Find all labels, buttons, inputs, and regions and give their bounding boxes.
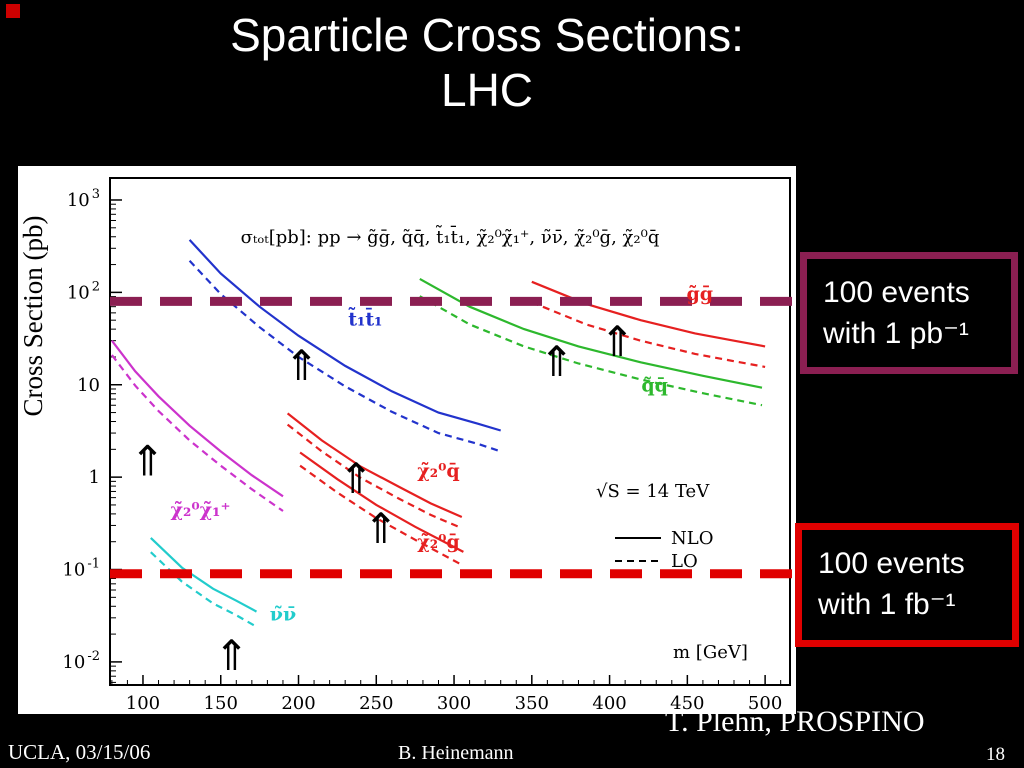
svg-text:250: 250 xyxy=(359,693,393,714)
svg-text:10-1: 10 -1 xyxy=(62,557,100,581)
footer-venue-date: UCLA, 03/15/06 xyxy=(8,740,151,764)
curve xyxy=(150,537,258,613)
svg-text:100: 100 xyxy=(126,693,160,714)
svg-text:500: 500 xyxy=(748,693,782,714)
curve-label: q̃q̄ xyxy=(641,375,668,397)
slide-title: Sparticle Cross Sections: LHC xyxy=(0,8,974,118)
svg-text:102: 10 2 xyxy=(67,279,100,303)
red-corner-accent xyxy=(6,4,20,18)
curve-label: t̃₁t̄₁ xyxy=(348,307,383,330)
plot-frame xyxy=(109,177,791,686)
curve-label: χ̃₂⁰χ̃₁⁺ xyxy=(171,499,231,521)
up-arrow-icon: ⇑ xyxy=(130,436,165,485)
svg-text:10: 10 xyxy=(77,375,100,396)
curve xyxy=(111,354,284,512)
curve xyxy=(531,301,766,368)
callout-fb-line1: 100 events xyxy=(818,547,965,580)
svg-text:150: 150 xyxy=(204,693,238,714)
up-arrow-icon: ⇑ xyxy=(284,341,319,390)
curve xyxy=(188,259,502,453)
svg-text:300: 300 xyxy=(437,693,471,714)
curve xyxy=(188,239,502,432)
up-arrow-icon: ⇑ xyxy=(539,337,574,386)
callout-pb-line1: 100 events xyxy=(823,276,970,309)
curve xyxy=(286,412,463,519)
svg-text:400: 400 xyxy=(592,693,626,714)
cross-section-chart: Cross Section (pb) 100 150 200 250 300 350 400 4… xyxy=(18,177,800,714)
up-arrow-icon: ⇑ xyxy=(600,317,635,366)
legend-label: LO xyxy=(671,551,698,572)
chart-panel: Cross Section (pb) 100 150 200 250 300 350 400 4… xyxy=(18,166,800,714)
up-arrow-icon: ⇑ xyxy=(363,504,398,553)
slide-title-line1: Sparticle Cross Sections: xyxy=(230,9,744,61)
y-axis-label: Cross Section (pb) xyxy=(18,216,48,417)
slide-title-line2: LHC xyxy=(440,64,534,117)
callout-fb-line2: with 1 fb⁻¹ xyxy=(818,587,956,621)
callout-100-events-1fb: 100 events with 1 fb⁻¹ xyxy=(795,523,1019,647)
curve xyxy=(150,551,258,628)
curve xyxy=(286,423,463,530)
curve-label: ν̃ν̄ xyxy=(270,604,296,626)
curve-label: χ̃₂⁰q̄ xyxy=(417,460,459,482)
svg-text:450: 450 xyxy=(670,693,704,714)
curve-label: g̃ḡ xyxy=(687,283,714,305)
curve-label: χ̃₂⁰ḡ xyxy=(417,531,459,553)
svg-text:200: 200 xyxy=(281,693,315,714)
page-number: 18 xyxy=(986,744,1005,765)
up-arrow-icon: ⇑ xyxy=(338,454,373,503)
curve xyxy=(111,340,284,498)
curve xyxy=(419,277,763,389)
credit-reference: T. Plehn, PROSPINO xyxy=(665,705,925,738)
plot-title: σₜₒₜ[pb]: pp → g̃ḡ, q̃q̄, t̃₁t̄₁, χ̃₂⁰χ̃… xyxy=(241,224,660,248)
callout-100-events-1pb: 100 events with 1 pb⁻¹ xyxy=(800,252,1018,374)
up-arrow-icon: ⇑ xyxy=(214,631,249,680)
svg-text:350: 350 xyxy=(515,693,549,714)
svg-text:1: 1 xyxy=(89,467,100,488)
callout-pb-line2: with 1 pb⁻¹ xyxy=(823,316,969,350)
sqrt-s-note: √S = 14 TeV xyxy=(596,481,710,502)
curve xyxy=(419,295,763,407)
footer-author: B. Heinemann xyxy=(398,742,514,764)
legend-label: NLO xyxy=(671,528,713,549)
svg-text:103: 10 3 xyxy=(67,187,100,211)
x-axis-label: m [GeV] xyxy=(673,642,748,663)
curve xyxy=(299,451,464,553)
curve xyxy=(299,464,464,567)
svg-text:10-2: 10 -2 xyxy=(62,649,100,673)
